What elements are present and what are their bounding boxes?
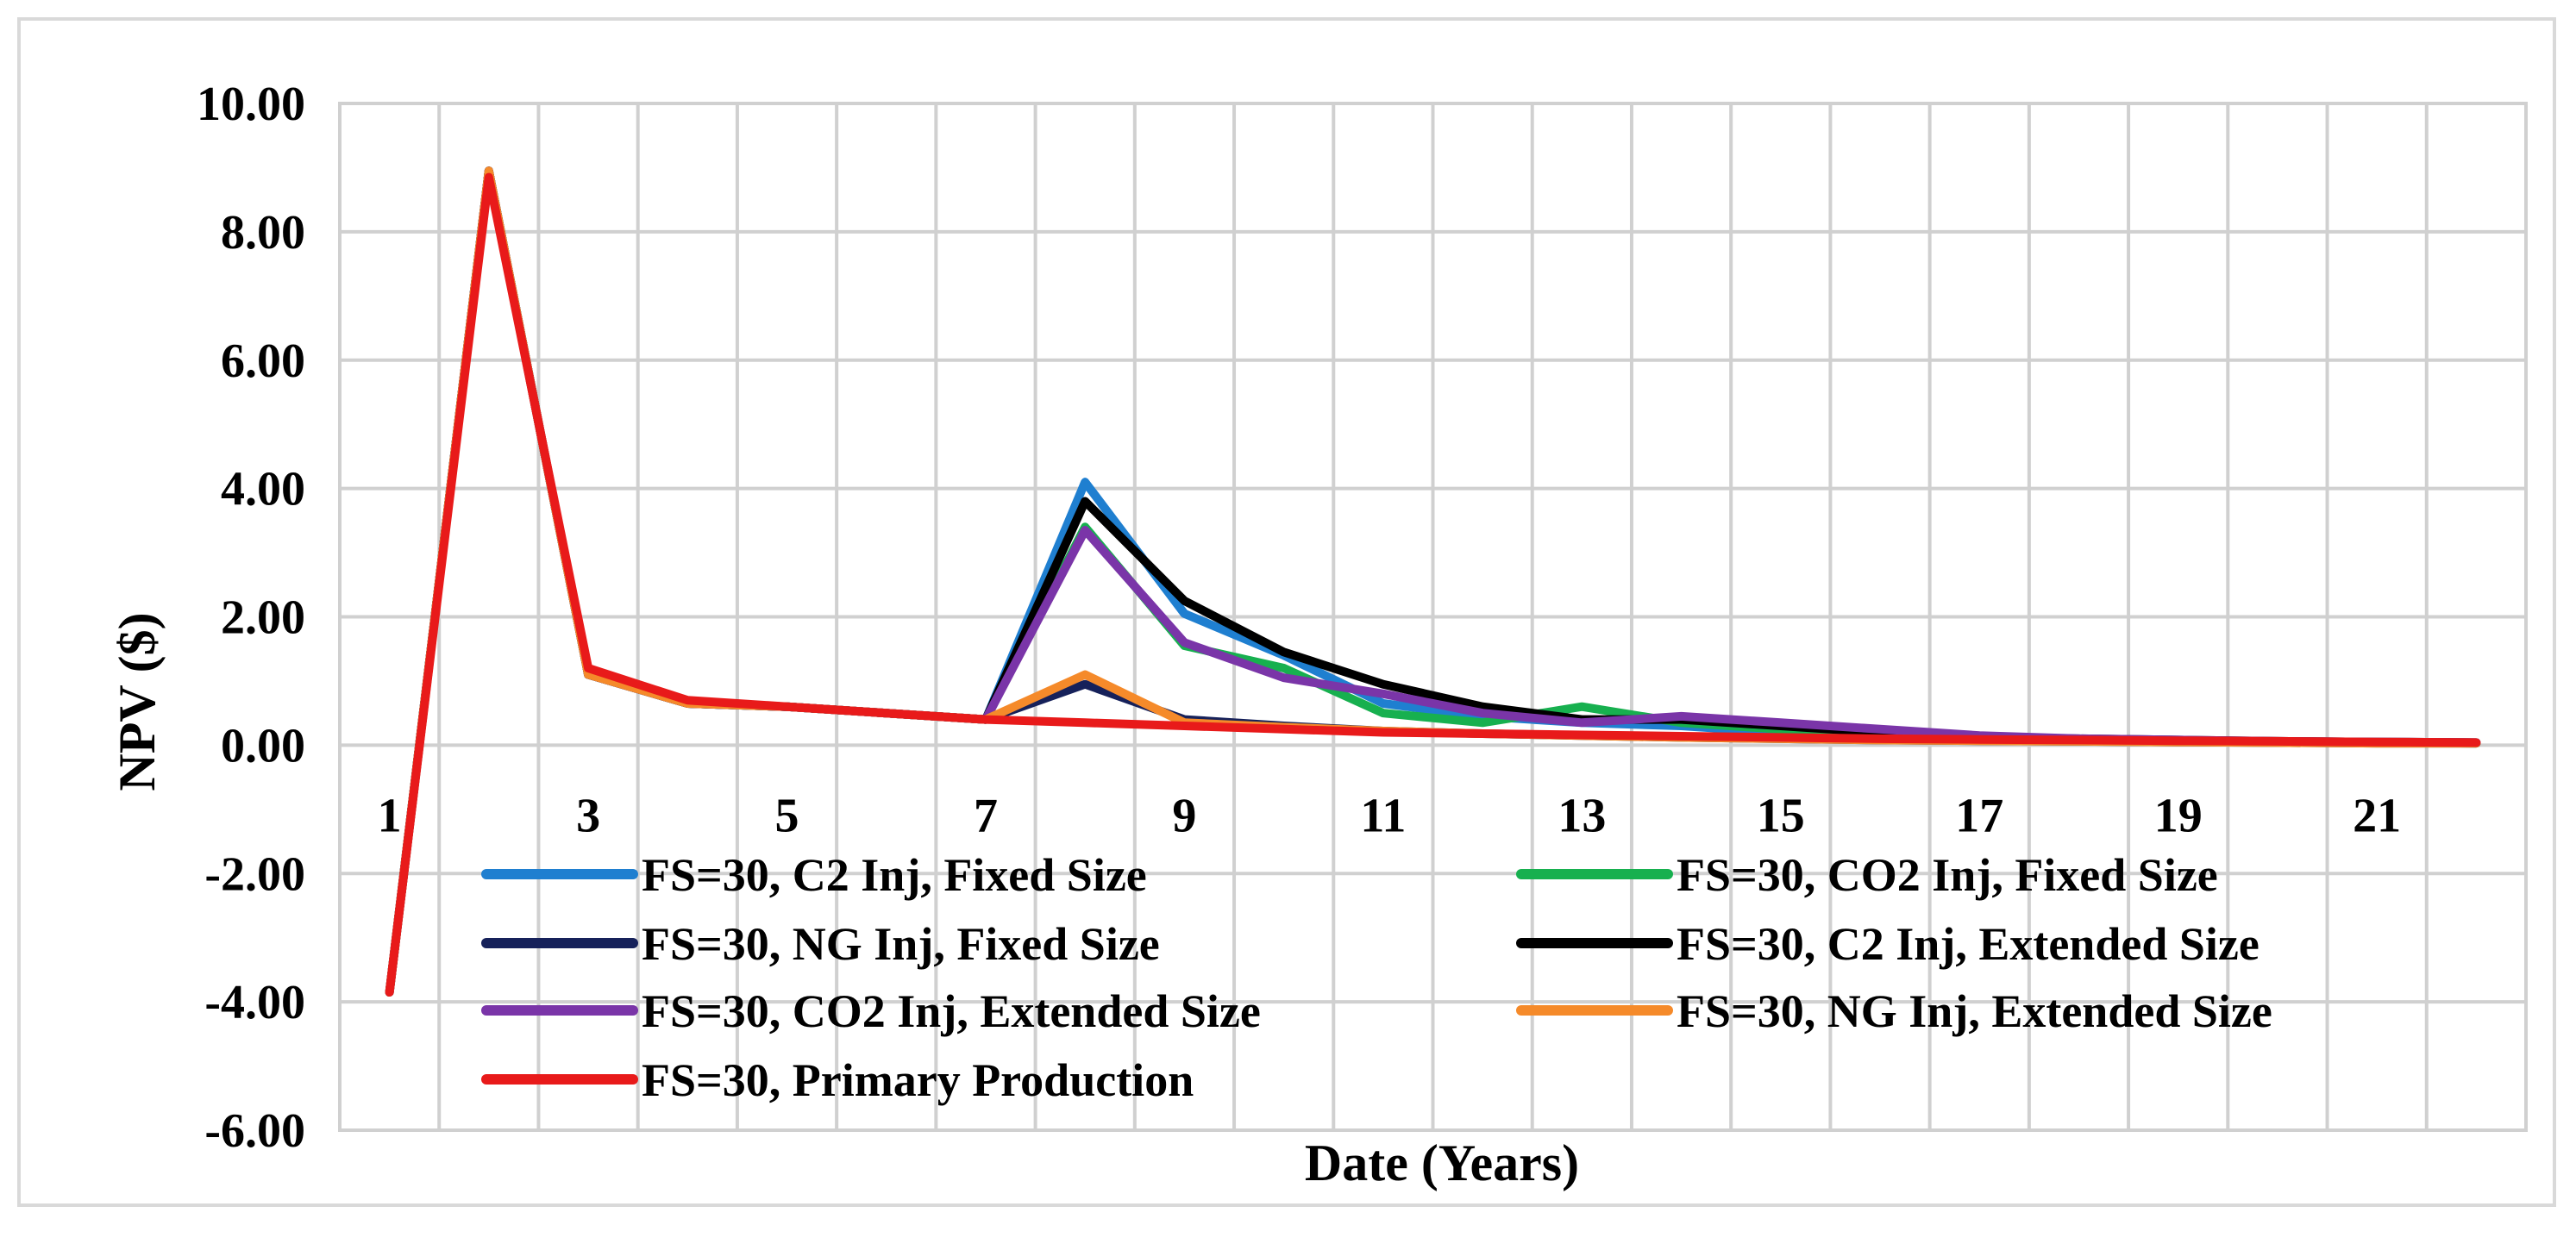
legend-label: FS=30, C2 Inj, Fixed Size <box>642 849 1147 901</box>
y-tick-label: 8.00 <box>221 206 305 259</box>
x-axis-title: Date (Years) <box>1305 1135 1579 1191</box>
legend-label: FS=30, NG Inj, Fixed Size <box>642 918 1160 970</box>
x-axis-ticks: 1 3 5 7 9 11 13 15 17 19 21 <box>378 789 2402 842</box>
y-tick-label: 6.00 <box>221 334 305 388</box>
y-axis-title: NPV ($) <box>109 612 166 791</box>
x-tick-label: 21 <box>2353 789 2401 842</box>
y-tick-label: -6.00 <box>204 1104 305 1158</box>
legend-label: FS=30, Primary Production <box>642 1054 1194 1106</box>
npv-line-chart: 10.00 8.00 6.00 4.00 2.00 0.00 -2.00 -4.00 -6.00… <box>109 78 2528 1191</box>
y-axis-ticks: 10.00 8.00 6.00 4.00 2.00 0.00 -2.00 -4.00 -6.00 <box>197 78 305 1158</box>
legend-label: FS=30, CO2 Inj, Fixed Size <box>1677 849 2218 901</box>
y-tick-label: 10.00 <box>197 78 305 131</box>
x-tick-label: 19 <box>2154 789 2203 842</box>
y-tick-label: -4.00 <box>204 976 305 1029</box>
x-tick-label: 17 <box>1955 789 2003 842</box>
x-tick-label: 3 <box>576 789 600 842</box>
series-line-7 <box>385 172 2481 997</box>
x-tick-label: 7 <box>974 789 998 842</box>
x-tick-label: 11 <box>1360 789 1406 842</box>
legend-item: FS=30, Primary Production <box>481 1054 1194 1106</box>
y-tick-label: -2.00 <box>204 847 305 901</box>
x-tick-label: 13 <box>1558 789 1606 842</box>
legend: FS=30, C2 Inj, Fixed Size FS=30, CO2 Inj,… <box>481 849 2272 1106</box>
legend-item: FS=30, C2 Inj, Extended Size <box>1516 918 2259 970</box>
legend-label: FS=30, C2 Inj, Extended Size <box>1677 918 2259 970</box>
legend-item: FS=30, NG Inj, Fixed Size <box>481 918 1160 970</box>
legend-item: FS=30, C2 Inj, Fixed Size <box>481 849 1147 901</box>
legend-label: FS=30, NG Inj, Extended Size <box>1677 985 2272 1037</box>
y-tick-label: 0.00 <box>221 719 305 772</box>
series-lines <box>385 166 2481 997</box>
grid <box>338 102 2528 1132</box>
x-tick-label: 5 <box>775 789 799 842</box>
legend-item: FS=30, NG Inj, Extended Size <box>1516 985 2272 1037</box>
legend-item: FS=30, CO2 Inj, Extended Size <box>481 985 1261 1037</box>
y-tick-label: 4.00 <box>221 463 305 516</box>
y-tick-label: 2.00 <box>221 591 305 645</box>
x-tick-label: 9 <box>1172 789 1196 842</box>
chart-frame: 10.00 8.00 6.00 4.00 2.00 0.00 -2.00 -4.00 -6.00… <box>17 17 2556 1207</box>
x-tick-label: 1 <box>378 789 402 842</box>
legend-item: FS=30, CO2 Inj, Fixed Size <box>1516 849 2218 901</box>
x-tick-label: 15 <box>1757 789 1805 842</box>
legend-label: FS=30, CO2 Inj, Extended Size <box>642 985 1261 1037</box>
